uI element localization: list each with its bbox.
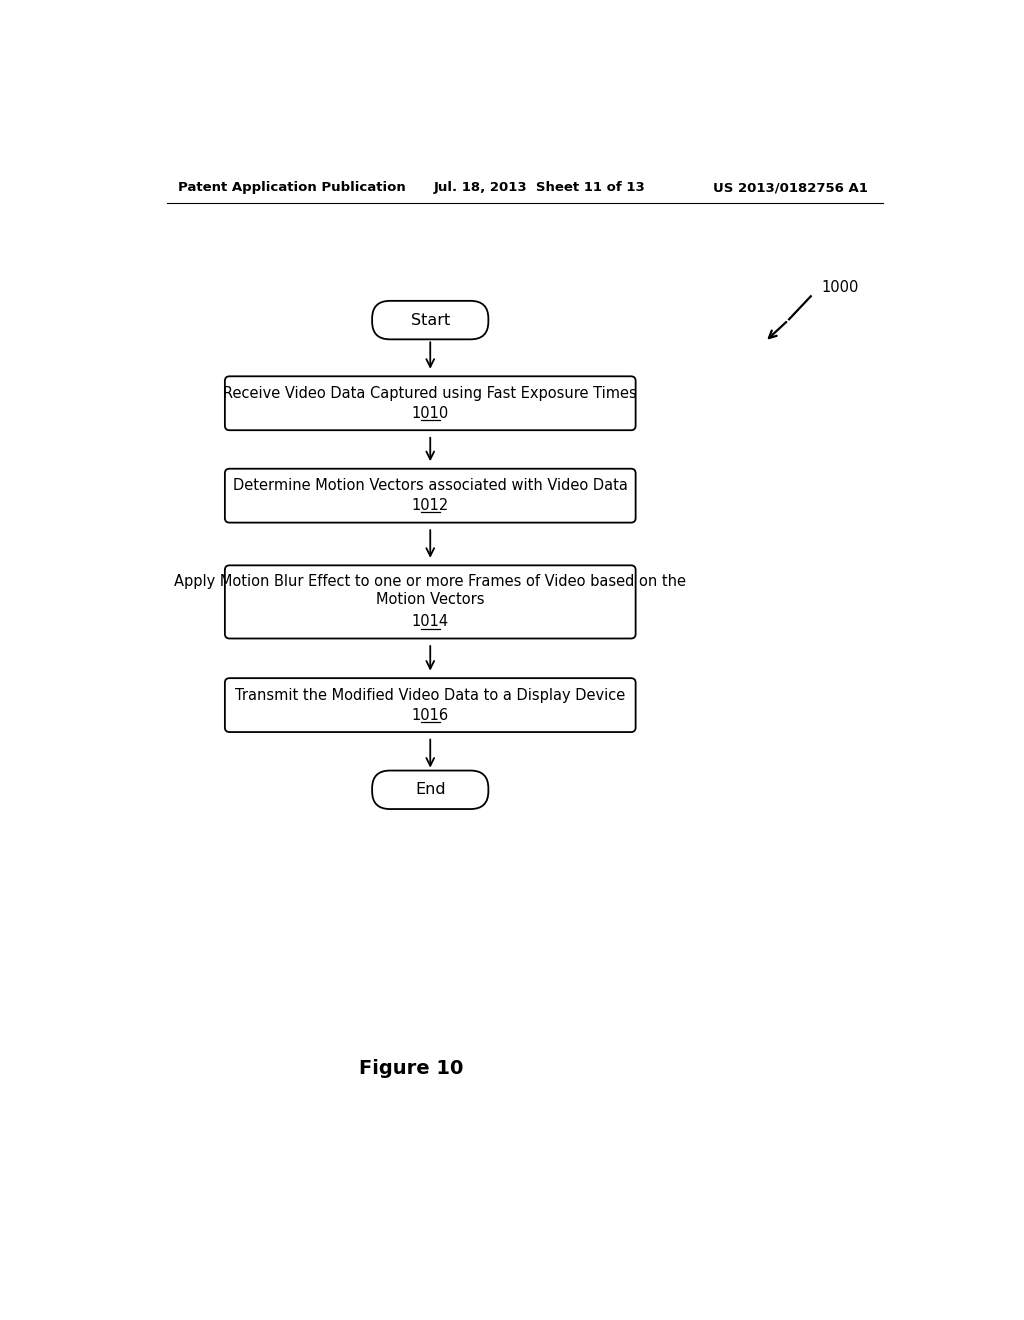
Text: US 2013/0182756 A1: US 2013/0182756 A1 bbox=[713, 181, 868, 194]
FancyBboxPatch shape bbox=[225, 678, 636, 733]
Text: End: End bbox=[415, 783, 445, 797]
Text: Jul. 18, 2013  Sheet 11 of 13: Jul. 18, 2013 Sheet 11 of 13 bbox=[434, 181, 646, 194]
Text: Figure 10: Figure 10 bbox=[358, 1059, 463, 1078]
FancyBboxPatch shape bbox=[372, 771, 488, 809]
FancyBboxPatch shape bbox=[225, 565, 636, 639]
Text: 1012: 1012 bbox=[412, 498, 449, 513]
Text: Motion Vectors: Motion Vectors bbox=[376, 593, 484, 607]
Text: Receive Video Data Captured using Fast Exposure Times: Receive Video Data Captured using Fast E… bbox=[223, 385, 637, 401]
FancyBboxPatch shape bbox=[225, 469, 636, 523]
Text: Apply Motion Blur Effect to one or more Frames of Video based on the: Apply Motion Blur Effect to one or more … bbox=[174, 574, 686, 590]
Text: 1000: 1000 bbox=[821, 280, 859, 296]
Text: 1010: 1010 bbox=[412, 405, 449, 421]
Text: Start: Start bbox=[411, 313, 450, 327]
Text: Transmit the Modified Video Data to a Display Device: Transmit the Modified Video Data to a Di… bbox=[236, 688, 626, 702]
Text: 1014: 1014 bbox=[412, 614, 449, 630]
Text: 1016: 1016 bbox=[412, 708, 449, 722]
FancyBboxPatch shape bbox=[225, 376, 636, 430]
FancyBboxPatch shape bbox=[372, 301, 488, 339]
Text: Determine Motion Vectors associated with Video Data: Determine Motion Vectors associated with… bbox=[232, 478, 628, 494]
Text: Patent Application Publication: Patent Application Publication bbox=[178, 181, 407, 194]
